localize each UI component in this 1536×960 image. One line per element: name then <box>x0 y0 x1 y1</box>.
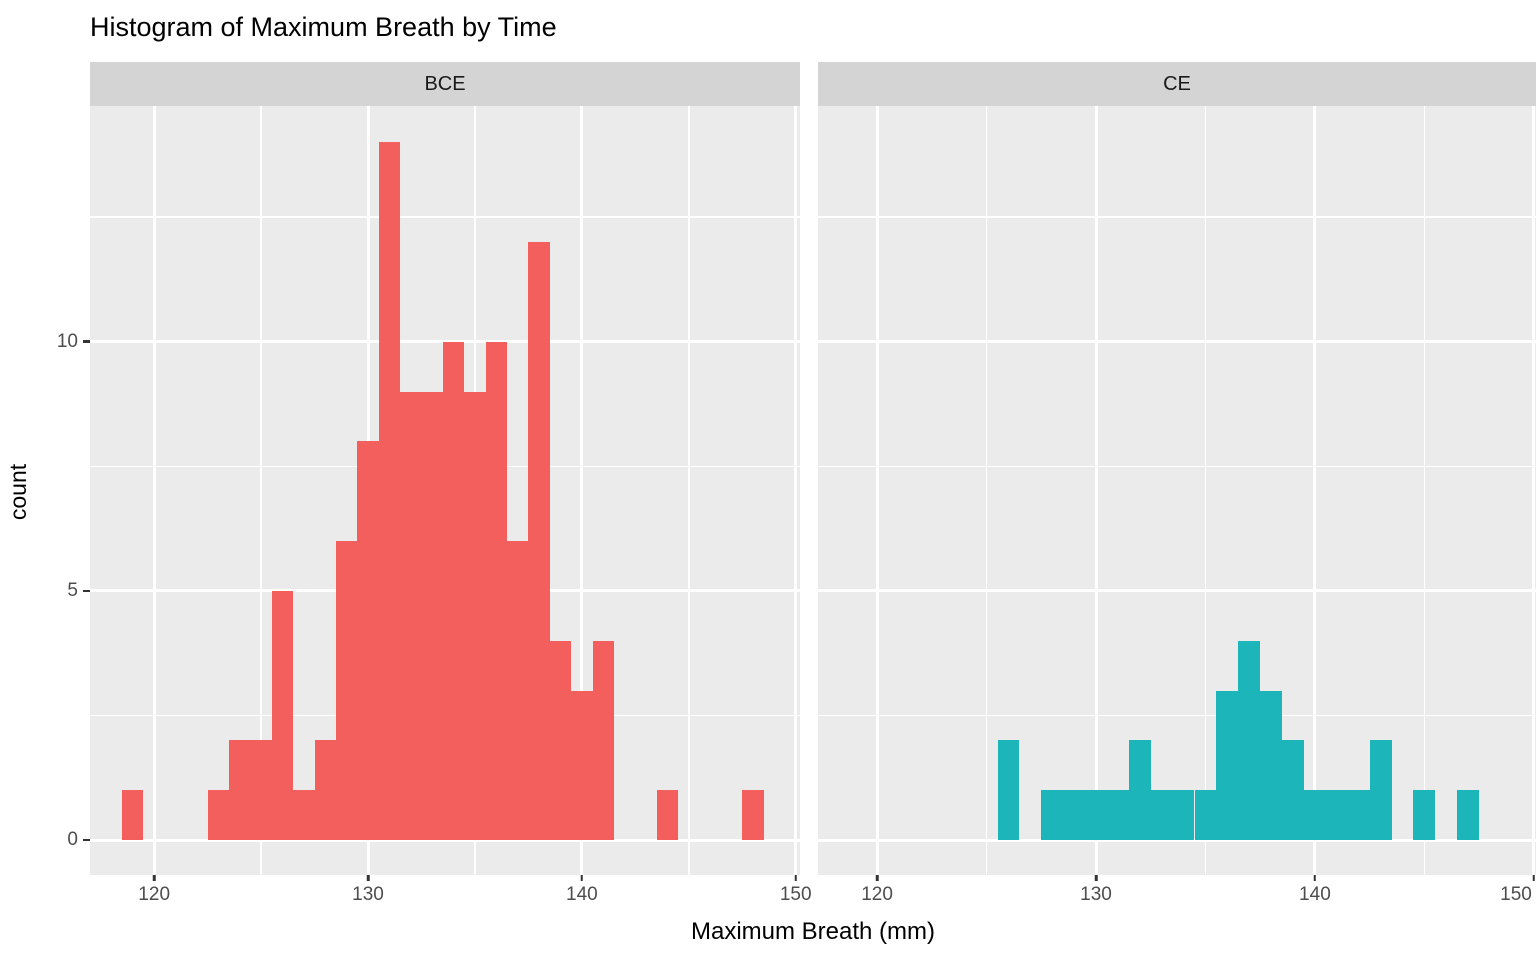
histogram-bar-bce-148 <box>742 790 764 841</box>
histogram-bar-bce-128 <box>314 740 336 841</box>
x-minor-gridline <box>688 106 690 875</box>
histogram-bar-ce-133 <box>1150 790 1173 841</box>
facet-panel-ce <box>818 106 1536 875</box>
histogram-bar-ce-126 <box>997 740 1020 841</box>
histogram-bar-ce-134 <box>1172 790 1195 841</box>
y-major-gridline <box>90 838 800 842</box>
x-tick-label: 120 <box>861 884 893 905</box>
x-tick-label: 150 <box>1500 884 1532 905</box>
x-tick-label: 150 <box>779 884 812 905</box>
x-tick-mark <box>1094 875 1098 881</box>
histogram-bar-bce-124 <box>229 740 251 841</box>
y-minor-gridline <box>90 216 800 218</box>
facet-strip-ce-label: CE <box>1163 72 1191 95</box>
histogram-bar-bce-141 <box>592 640 614 841</box>
y-minor-gridline <box>818 465 1536 468</box>
x-tick-mark <box>580 875 584 881</box>
y-tick-label: 5 <box>67 579 78 601</box>
x-tick-mark <box>875 875 879 881</box>
histogram-bar-ce-135 <box>1194 790 1217 841</box>
x-minor-gridline <box>1204 106 1207 875</box>
histogram-bar-ce-137 <box>1238 640 1261 841</box>
x-tick-mark <box>152 875 156 881</box>
x-major-gridline <box>1094 106 1098 875</box>
histogram-bar-bce-130 <box>357 441 379 841</box>
histogram-bar-ce-129 <box>1063 790 1086 841</box>
histogram-bar-bce-139 <box>549 640 572 841</box>
histogram-bar-bce-133 <box>421 391 443 841</box>
histogram-bar-bce-140 <box>571 690 593 841</box>
histogram-bar-ce-142 <box>1347 790 1370 841</box>
chart-title: Histogram of Maximum Breath by Time <box>90 12 557 42</box>
y-tick-mark <box>83 340 90 343</box>
histogram-bar-ce-145 <box>1413 790 1436 841</box>
x-minor-gridline <box>260 106 262 875</box>
histogram-bar-ce-136 <box>1216 690 1239 841</box>
histogram-bar-bce-132 <box>400 391 422 841</box>
x-tick-label: 130 <box>1080 884 1112 905</box>
x-minor-gridline <box>1423 106 1426 875</box>
x-major-gridline <box>875 106 879 875</box>
x-tick-label: 140 <box>566 884 598 905</box>
y-major-gridline <box>818 589 1536 593</box>
x-tick-mark <box>366 875 370 881</box>
histogram-bar-ce-141 <box>1325 790 1348 841</box>
x-major-gridline <box>1532 106 1536 875</box>
histogram-bar-ce-132 <box>1128 740 1151 841</box>
y-tick-mark <box>83 589 90 593</box>
x-tick-mark <box>794 875 797 881</box>
x-minor-gridline <box>985 106 988 875</box>
histogram-bar-bce-129 <box>335 541 358 841</box>
histogram-bar-bce-144 <box>656 790 679 841</box>
x-tick-label: 140 <box>1299 884 1331 905</box>
x-tick-mark <box>1313 875 1317 881</box>
x-major-gridline <box>1313 106 1317 875</box>
x-tick-label: 130 <box>352 884 384 905</box>
histogram-bar-bce-123 <box>207 790 229 841</box>
y-major-gridline <box>818 838 1536 842</box>
histogram-bar-bce-131 <box>378 142 401 841</box>
histogram-bar-bce-119 <box>122 790 144 841</box>
y-tick-label: 10 <box>56 330 78 352</box>
histogram-bar-ce-138 <box>1260 690 1283 841</box>
y-minor-gridline <box>818 714 1536 717</box>
y-tick-label: 0 <box>67 829 78 851</box>
histogram-bar-bce-125 <box>250 740 272 841</box>
facet-strip-ce: CE <box>818 62 1536 106</box>
histogram-bar-ce-139 <box>1282 740 1304 841</box>
x-tick-mark <box>1532 875 1536 881</box>
histogram-bar-bce-127 <box>293 790 315 841</box>
histogram-bar-ce-130 <box>1085 790 1107 841</box>
histogram-bar-bce-137 <box>507 541 529 841</box>
histogram-bar-bce-136 <box>485 341 507 841</box>
x-major-gridline <box>152 106 156 875</box>
histogram-bar-bce-134 <box>442 341 465 841</box>
histogram-bar-ce-140 <box>1303 790 1326 841</box>
histogram-bar-ce-128 <box>1041 790 1064 841</box>
facet-panel-bce <box>90 106 800 875</box>
facet-strip-bce-label: BCE <box>424 72 466 95</box>
histogram-bar-bce-135 <box>464 391 486 841</box>
histogram-bar-bce-138 <box>528 242 550 841</box>
y-tick-mark <box>83 838 90 842</box>
y-axis-title: count <box>5 463 31 521</box>
x-tick-label: 120 <box>138 884 171 905</box>
histogram-bar-ce-143 <box>1369 740 1392 841</box>
histogram-bar-ce-147 <box>1457 790 1480 841</box>
histogram-bar-bce-126 <box>271 590 294 841</box>
x-axis-title: Maximum Breath (mm) <box>690 918 936 945</box>
y-major-gridline <box>818 340 1536 344</box>
x-major-gridline <box>580 106 584 875</box>
x-major-gridline <box>794 106 798 875</box>
histogram-bar-ce-131 <box>1106 790 1129 841</box>
facet-strip-bce: BCE <box>90 62 800 106</box>
y-minor-gridline <box>818 216 1536 218</box>
